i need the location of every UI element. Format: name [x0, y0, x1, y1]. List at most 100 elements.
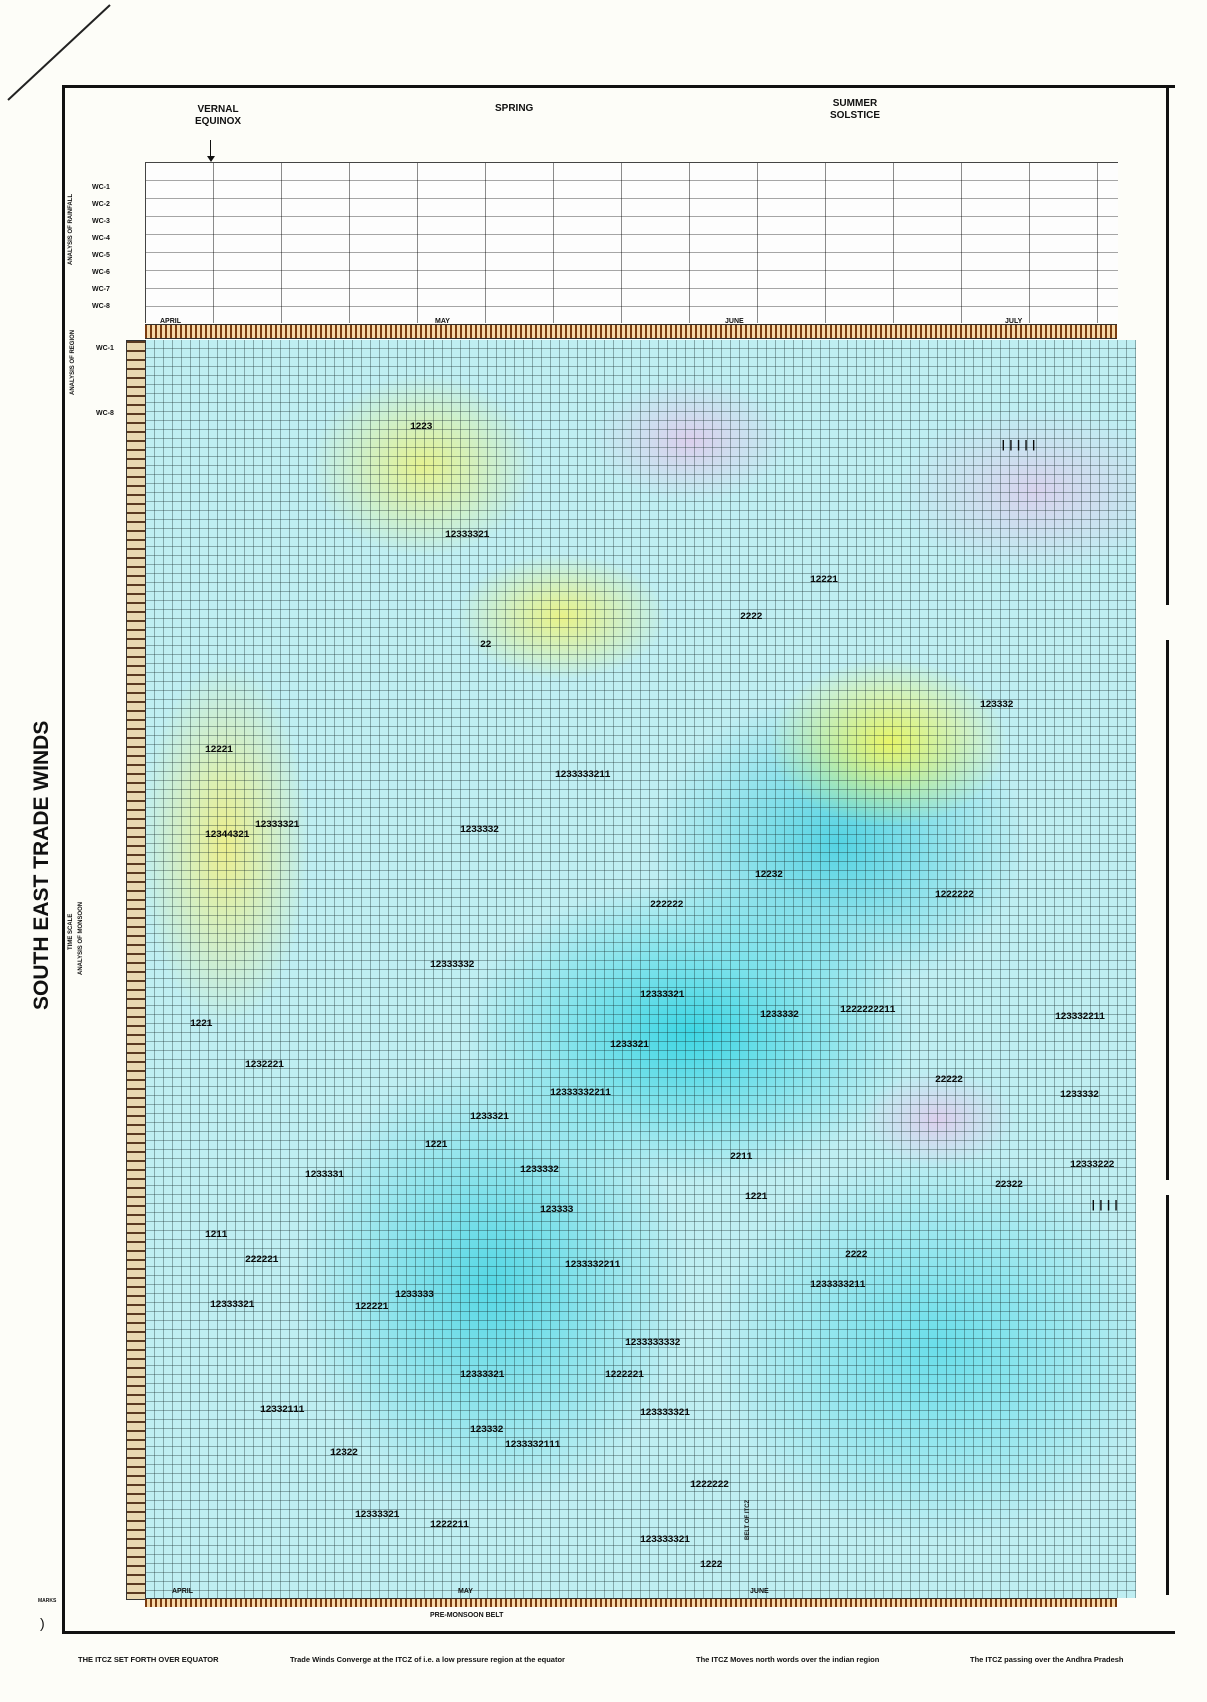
data-run-value: 1233333211 — [810, 1280, 866, 1291]
corner-fold-line — [7, 4, 111, 101]
side-subtitle-2: ANALYSIS OF MONSOON — [78, 901, 84, 975]
data-run-value: 1233332111 — [505, 1440, 561, 1451]
data-run-value: 123332 — [980, 700, 1014, 711]
data-run-value: 12333332211 — [550, 1088, 611, 1099]
data-run-value: 222221 — [245, 1255, 279, 1266]
month-band-top — [145, 324, 1117, 339]
data-run-value: 1233332211 — [565, 1260, 621, 1271]
footer-note-2: Trade Winds Converge at the ITCZ of i.e.… — [290, 1655, 565, 1664]
data-run-value: 12333332 — [430, 960, 475, 971]
time-scale-strip — [126, 340, 146, 1600]
data-run-value: 1221 — [745, 1192, 768, 1203]
chart-frame — [62, 85, 1175, 1634]
wc-row-label: WC-1 — [92, 184, 110, 191]
data-run-value: 1233332 — [760, 1010, 799, 1021]
data-run-value: 1233332 — [1060, 1090, 1099, 1101]
data-run-value: 222222 — [650, 900, 684, 911]
month-label-bottom: APRIL — [172, 1588, 193, 1595]
data-run-value: 1222222211 — [840, 1005, 896, 1016]
data-run-value: 12333321 — [460, 1370, 505, 1381]
vernal-equinox-label: VERNAL EQUINOX — [194, 104, 242, 127]
wc-row-label-lower: WC-1 — [96, 345, 114, 352]
month-label: APRIL — [160, 318, 181, 325]
month-label: MAY — [435, 318, 450, 325]
data-run-value: 22222 — [935, 1075, 963, 1086]
data-run-value: 123332 — [470, 1425, 504, 1436]
wc-row-label: WC-7 — [92, 286, 110, 293]
data-run-value: 2222 — [740, 612, 763, 623]
data-run-value: 122221 — [355, 1302, 389, 1313]
data-run-value: 1233333 — [395, 1290, 434, 1301]
data-run-value: 1222222 — [935, 890, 974, 901]
data-run-value: 12344321 — [205, 830, 250, 841]
upper-axis-label: ANALYSIS OF RAINFALL — [68, 193, 74, 265]
data-run-value: 12322 — [330, 1448, 358, 1459]
data-run-value: 123333321 — [640, 1535, 690, 1546]
data-run-value: 12221 — [810, 575, 838, 586]
data-run-value: 2211 — [730, 1152, 753, 1163]
wc-row-label: WC-3 — [92, 218, 110, 225]
data-run-value: 1232221 — [245, 1060, 284, 1071]
data-run-value: 12232 — [755, 870, 783, 881]
data-run-value: 1233331 — [305, 1170, 344, 1181]
data-run-value: 2222 — [845, 1250, 868, 1261]
data-run-value: 1233321 — [610, 1040, 649, 1051]
monsoon-analysis-grid — [145, 340, 1136, 1598]
frame-right-edge-1 — [1166, 85, 1169, 605]
data-run-value: 1223 — [410, 422, 433, 433]
data-run-value: 1222211 — [430, 1520, 469, 1531]
data-run-value: 123332211 — [1055, 1012, 1105, 1023]
month-label: JULY — [1005, 318, 1023, 325]
month-label-bottom: MAY — [458, 1588, 473, 1595]
data-run-value: 12333222 — [1070, 1160, 1115, 1171]
data-run-value: 1221 — [190, 1019, 213, 1030]
data-run-value: 12333321 — [445, 530, 490, 541]
frame-right-edge-3 — [1166, 1195, 1169, 1595]
corner-bracket: ) — [40, 1615, 45, 1631]
footer-note-4: The ITCZ passing over the Andhra Pradesh — [970, 1655, 1124, 1664]
rainfall-grid — [145, 162, 1118, 323]
equinox-arrow-icon — [207, 140, 215, 162]
wc-row-label: WC-8 — [92, 303, 110, 310]
data-run-value: 12333321 — [640, 990, 685, 1001]
data-run-value: 1233332 — [460, 825, 499, 836]
data-run-value: 12333321 — [210, 1300, 255, 1311]
data-run-value: 1221 — [425, 1140, 448, 1151]
frame-right-edge-2 — [1166, 640, 1169, 1180]
data-run-value: 12333321 — [355, 1510, 400, 1521]
data-run-value: 1222 — [700, 1560, 723, 1571]
pre-monsoon-belt-label: PRE-MONSOON BELT — [430, 1612, 504, 1619]
itcz-belt-label: BELT OF ITCZ — [745, 1499, 751, 1540]
tick-cluster: ||||| — [1000, 440, 1039, 452]
wc-row-label: WC-5 — [92, 252, 110, 259]
data-run-value: 12221 — [205, 745, 233, 756]
wc-row-label: WC-4 — [92, 235, 110, 242]
footer-note-1: THE ITCZ SET FORTH OVER EQUATOR — [78, 1655, 219, 1664]
data-run-value: 1211 — [205, 1230, 228, 1241]
month-label: JUNE — [725, 318, 744, 325]
side-title: SOUTH EAST TRADE WINDS — [30, 720, 53, 1010]
data-run-value: 123333 — [540, 1205, 574, 1216]
corner-mark: MARKS — [38, 1598, 57, 1604]
data-run-value: 12332111 — [260, 1405, 305, 1416]
data-run-value: 1233332 — [520, 1165, 559, 1176]
wc-row-label: WC-6 — [92, 269, 110, 276]
data-run-value: 22 — [480, 640, 492, 651]
month-band-bottom — [145, 1598, 1117, 1607]
data-run-value: 12333321 — [255, 820, 300, 831]
wc-row-label: WC-2 — [92, 201, 110, 208]
data-run-value: 1222221 — [605, 1370, 644, 1381]
data-run-value: 1233321 — [470, 1112, 509, 1123]
footer-note-3: The ITCZ Moves north words over the indi… — [696, 1655, 880, 1664]
data-run-value: 1233333332 — [625, 1338, 681, 1349]
data-run-value: 22322 — [995, 1180, 1023, 1191]
data-run-value: 1222222 — [690, 1480, 729, 1491]
summer-solstice-label: SUMMER SOLSTICE — [829, 98, 880, 121]
side-subtitle-1: TIME SCALE — [68, 913, 74, 950]
month-label-bottom: JUNE — [750, 1588, 769, 1595]
lower-axis-label: ANALYSIS OF REGION — [70, 329, 76, 395]
tick-cluster: |||| — [1090, 1200, 1121, 1212]
spring-label: SPRING — [495, 103, 534, 114]
data-run-value: 1233333211 — [555, 770, 611, 781]
